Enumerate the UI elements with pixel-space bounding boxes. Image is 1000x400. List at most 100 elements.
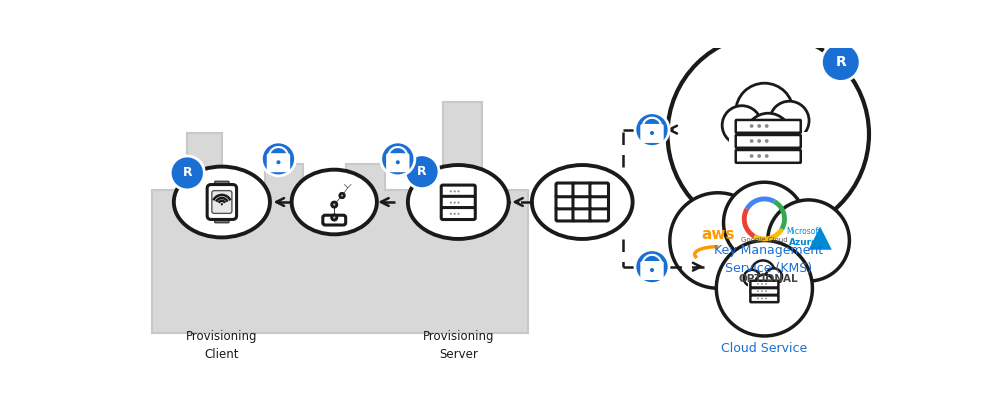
Circle shape [765, 139, 769, 143]
FancyBboxPatch shape [215, 181, 229, 189]
FancyBboxPatch shape [750, 288, 778, 295]
Circle shape [757, 154, 761, 158]
Circle shape [670, 193, 766, 288]
Circle shape [757, 124, 761, 128]
Ellipse shape [532, 165, 633, 239]
FancyBboxPatch shape [556, 183, 575, 197]
FancyBboxPatch shape [556, 207, 575, 221]
FancyBboxPatch shape [212, 191, 232, 213]
Circle shape [261, 142, 296, 176]
FancyBboxPatch shape [573, 183, 592, 197]
FancyBboxPatch shape [590, 207, 609, 221]
Circle shape [650, 131, 654, 135]
Circle shape [396, 160, 400, 164]
Circle shape [458, 190, 460, 192]
Circle shape [757, 298, 759, 299]
FancyBboxPatch shape [441, 208, 475, 220]
Circle shape [765, 124, 769, 128]
Circle shape [276, 160, 280, 164]
FancyBboxPatch shape [207, 184, 237, 220]
Circle shape [450, 213, 452, 215]
Circle shape [454, 213, 456, 215]
Circle shape [170, 156, 204, 190]
FancyBboxPatch shape [750, 281, 778, 288]
Circle shape [332, 215, 337, 220]
Circle shape [765, 298, 767, 299]
Text: aws: aws [701, 227, 735, 242]
Ellipse shape [408, 165, 509, 239]
FancyBboxPatch shape [323, 215, 346, 225]
Circle shape [458, 202, 460, 204]
Circle shape [332, 202, 337, 207]
Text: Key Management
Service (KMS): Key Management Service (KMS) [714, 244, 823, 274]
Text: Provisioning
Server: Provisioning Server [422, 330, 494, 361]
Circle shape [750, 154, 754, 158]
FancyBboxPatch shape [736, 150, 801, 163]
FancyBboxPatch shape [267, 153, 290, 172]
Circle shape [757, 283, 759, 285]
Polygon shape [152, 102, 528, 333]
Circle shape [765, 290, 767, 292]
Circle shape [755, 274, 774, 293]
Circle shape [766, 268, 782, 285]
Circle shape [768, 200, 849, 281]
Circle shape [744, 270, 760, 286]
FancyBboxPatch shape [736, 120, 801, 133]
Circle shape [751, 260, 775, 284]
Text: R: R [835, 55, 846, 69]
FancyBboxPatch shape [441, 185, 475, 197]
Circle shape [750, 139, 754, 143]
FancyBboxPatch shape [640, 261, 664, 280]
FancyBboxPatch shape [590, 195, 609, 209]
FancyBboxPatch shape [729, 132, 808, 153]
Circle shape [635, 250, 669, 284]
Circle shape [761, 290, 763, 292]
Circle shape [458, 213, 460, 215]
Circle shape [450, 190, 452, 192]
Circle shape [454, 202, 456, 204]
Circle shape [765, 154, 769, 158]
Circle shape [761, 283, 763, 285]
Circle shape [340, 193, 344, 198]
Circle shape [724, 182, 805, 263]
FancyBboxPatch shape [573, 207, 592, 221]
Circle shape [746, 113, 791, 158]
Circle shape [454, 190, 456, 192]
Circle shape [450, 202, 452, 204]
Circle shape [722, 106, 761, 145]
Circle shape [736, 83, 793, 140]
Text: R: R [182, 166, 192, 180]
Ellipse shape [174, 166, 270, 238]
Circle shape [821, 43, 860, 82]
Circle shape [757, 139, 761, 143]
Circle shape [750, 124, 754, 128]
Circle shape [635, 113, 669, 146]
Circle shape [667, 34, 869, 234]
FancyBboxPatch shape [556, 195, 575, 209]
Text: OPTIONAL: OPTIONAL [738, 274, 798, 284]
Text: Google Cloud: Google Cloud [741, 237, 788, 243]
Text: R: R [417, 165, 427, 178]
Circle shape [765, 283, 767, 285]
FancyBboxPatch shape [640, 124, 664, 143]
Circle shape [761, 298, 763, 299]
Polygon shape [809, 227, 832, 250]
Circle shape [716, 240, 812, 336]
FancyBboxPatch shape [748, 283, 781, 296]
Circle shape [221, 203, 223, 206]
Text: Microsoft: Microsoft [786, 227, 821, 236]
Text: Cloud Service: Cloud Service [721, 342, 808, 355]
FancyBboxPatch shape [386, 153, 410, 172]
FancyBboxPatch shape [573, 195, 592, 209]
Circle shape [757, 290, 759, 292]
Circle shape [405, 155, 439, 189]
Circle shape [770, 101, 809, 140]
Text: Provisioning
Client: Provisioning Client [186, 330, 258, 361]
Circle shape [650, 268, 654, 272]
FancyBboxPatch shape [215, 215, 229, 223]
Circle shape [381, 142, 415, 176]
Ellipse shape [292, 170, 377, 234]
FancyBboxPatch shape [590, 183, 609, 197]
FancyBboxPatch shape [736, 135, 801, 148]
Text: Azure: Azure [789, 238, 819, 246]
